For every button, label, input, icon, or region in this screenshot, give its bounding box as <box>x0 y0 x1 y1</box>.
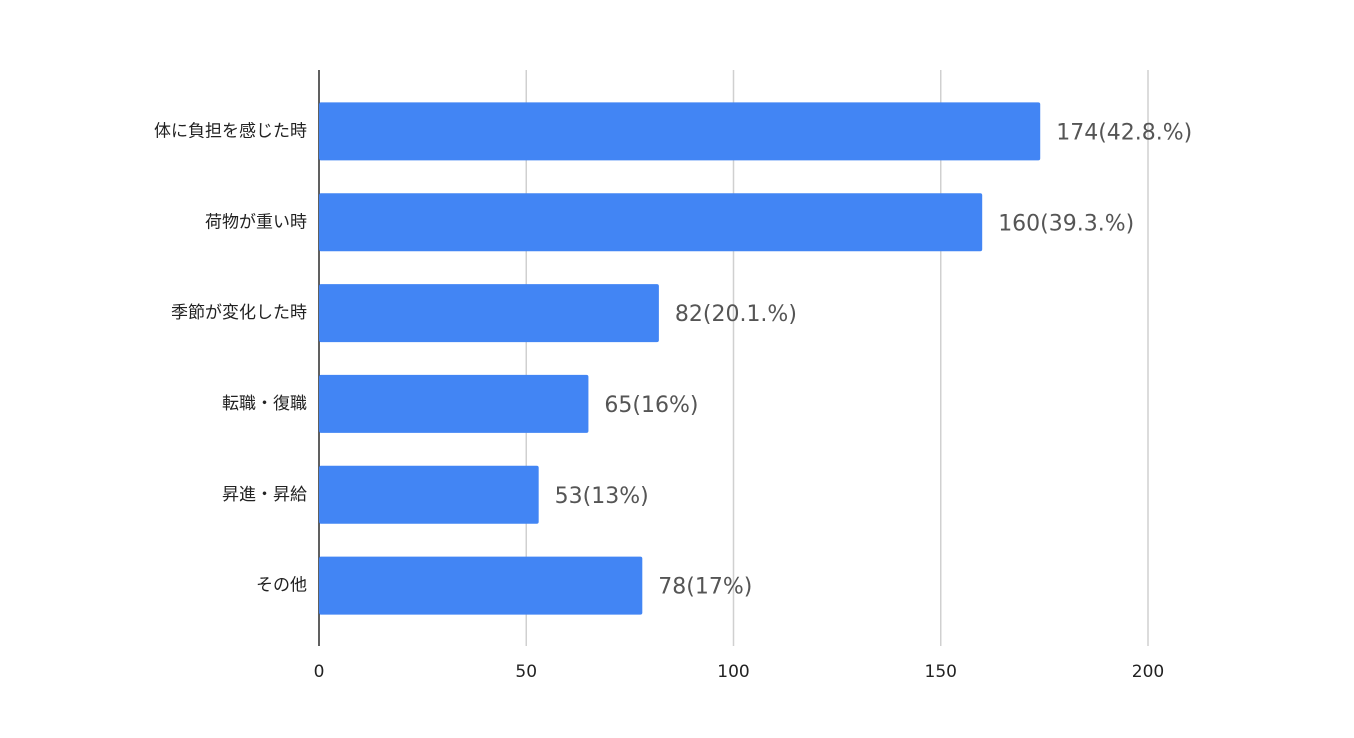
data-label: 53(13%) <box>555 484 649 509</box>
y-tick-label: 荷物が重い時 <box>205 212 307 232</box>
x-tick-label: 100 <box>717 662 749 682</box>
bar <box>319 193 983 252</box>
data-label: 78(17%) <box>658 575 752 600</box>
x-tick-label: 200 <box>1132 662 1164 682</box>
bar <box>319 465 539 524</box>
data-label: 82(20.1.%) <box>675 302 797 327</box>
bar <box>319 556 643 615</box>
y-tick-label: 昇進・昇給 <box>222 485 307 505</box>
bar <box>319 374 589 433</box>
x-tick-label: 150 <box>925 662 957 682</box>
data-label: 160(39.3.%) <box>998 211 1134 236</box>
y-tick-label: 体に負担を感じた時 <box>154 121 307 141</box>
x-tick-label: 0 <box>314 662 325 682</box>
bar <box>319 102 1041 161</box>
y-tick-label: 季節が変化した時 <box>171 303 307 323</box>
data-label: 65(16%) <box>604 393 698 418</box>
data-label: 174(42.8.%) <box>1056 120 1192 145</box>
bar <box>319 284 659 343</box>
y-tick-label: その他 <box>256 576 307 596</box>
x-tick-label: 50 <box>515 662 537 682</box>
y-tick-label: 転職・復職 <box>222 394 307 414</box>
